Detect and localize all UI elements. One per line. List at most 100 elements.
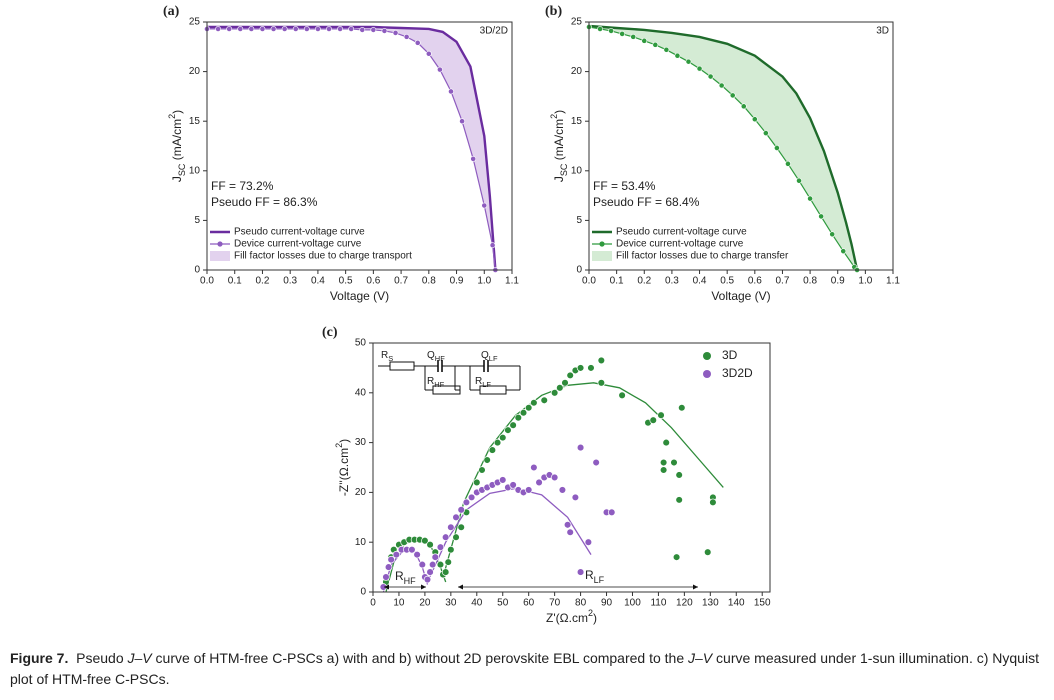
marker — [674, 52, 681, 59]
marker — [740, 103, 747, 110]
marker — [659, 458, 668, 467]
marker — [608, 28, 615, 34]
marker — [428, 560, 437, 569]
marker — [762, 130, 769, 137]
circuit-label: RS — [381, 350, 393, 364]
ff-text: FF = 73.2% — [211, 179, 274, 193]
x-tick-label: 50 — [497, 598, 509, 609]
marker — [470, 155, 477, 162]
circuit-label-part: Q — [481, 350, 489, 361]
y-tick-label: 0 — [576, 265, 582, 276]
legend-label: Fill factor losses due to charge transpo… — [234, 251, 412, 262]
y-tick-label: 20 — [189, 66, 201, 77]
marker — [703, 548, 712, 556]
marker — [675, 471, 683, 479]
marker — [729, 92, 736, 99]
x-tick-label: 0.3 — [283, 276, 297, 287]
y-axis-label-part: 2 — [334, 443, 344, 448]
annotation: RLF — [585, 568, 605, 585]
marker — [558, 486, 567, 494]
y-axis-label-part: -Z''(Ω.cm — [337, 448, 351, 496]
x-tick-label: 1.0 — [477, 276, 491, 287]
x-tick-label: 10 — [393, 598, 405, 609]
marker — [530, 463, 538, 472]
x-axis-label-part: Z'(Ω.cm — [546, 611, 588, 625]
x-tick-label: 0.9 — [831, 276, 845, 287]
circuit-label-part: R — [427, 376, 434, 387]
y-tick-label: 15 — [571, 116, 583, 127]
caption: Figure 7. Pseudo J–V curve of HTM-free C… — [10, 648, 1046, 690]
marker — [448, 88, 454, 95]
marker — [619, 31, 626, 37]
arrow-head — [693, 584, 698, 590]
x-axis-label: Voltage (V) — [330, 289, 389, 303]
annotation-part: LF — [594, 575, 605, 585]
x-tick-label: 20 — [419, 598, 431, 609]
x-tick-label: 140 — [728, 598, 745, 609]
marker — [473, 478, 481, 487]
x-tick-label: 40 — [471, 598, 483, 609]
ff-text: FF = 53.4% — [593, 179, 656, 193]
marker — [751, 116, 758, 123]
x-axis-label: Voltage (V) — [711, 289, 770, 303]
y-axis-label-part: 2 — [549, 114, 559, 119]
x-axis-label: Z'(Ω.cm2) — [546, 608, 597, 625]
marker — [392, 30, 399, 36]
marker — [509, 481, 517, 489]
marker — [457, 523, 465, 532]
marker — [493, 438, 502, 447]
marker — [359, 27, 366, 33]
circuit-label-part: LF — [482, 380, 491, 389]
marker — [425, 50, 432, 57]
y-axis-label: JSC (mA/cm2) — [167, 110, 187, 182]
marker — [592, 458, 600, 467]
panel-label: (c) — [322, 325, 338, 340]
marker — [597, 379, 606, 387]
circuit-label-part: HF — [435, 354, 445, 363]
plot-frame — [206, 21, 513, 271]
legend-label: Device current-voltage curve — [616, 239, 744, 250]
marker — [370, 27, 377, 33]
marker — [437, 66, 443, 73]
marker — [584, 538, 593, 546]
marker — [524, 486, 533, 494]
x-tick-label: 30 — [445, 598, 457, 609]
caption-part: curve of HTM-free C-PSCs a) with and b) … — [151, 650, 689, 666]
marker — [436, 543, 445, 551]
marker — [563, 521, 572, 529]
x-tick-label: 0.7 — [394, 276, 408, 287]
x-tick-label: 0 — [370, 598, 376, 609]
annotation-part: HF — [404, 576, 416, 586]
marker — [796, 177, 802, 184]
marker — [226, 26, 233, 32]
x-tick-label: 130 — [702, 598, 719, 609]
marker — [696, 65, 703, 72]
caption-part: J–V — [688, 650, 713, 666]
legend-label: Pseudo current-voltage curve — [234, 227, 365, 238]
annotation-part: R — [585, 568, 594, 582]
marker — [326, 26, 332, 32]
marker — [576, 364, 585, 372]
x-tick-label: 80 — [575, 598, 587, 609]
marker — [498, 476, 507, 484]
y-axis-label-part: ) — [552, 110, 566, 114]
marker — [467, 493, 476, 502]
x-tick-label: 150 — [754, 598, 771, 609]
marker — [530, 399, 538, 407]
x-tick-label: 100 — [624, 598, 641, 609]
y-tick-label: 10 — [189, 165, 201, 176]
marker — [270, 26, 277, 32]
marker — [414, 39, 421, 46]
marker — [678, 403, 686, 412]
circuit-label: RHF — [427, 376, 445, 390]
marker — [663, 46, 670, 53]
figure: (a) 0.0 0.1 0.2 0.3 0.4 0.5 0.6 0.7 0.8 0.9 1.0 1.1 0… — [163, 4, 900, 625]
y-axis-label-part: J — [170, 176, 184, 182]
x-tick-label: 0.0 — [582, 276, 596, 287]
circuit-label: RLF — [475, 376, 491, 390]
caption-part: Figure 7. — [10, 650, 69, 666]
legend-label: Pseudo current-voltage curve — [616, 227, 747, 238]
x-tick-label: 1.0 — [858, 276, 872, 287]
marker — [478, 466, 486, 474]
